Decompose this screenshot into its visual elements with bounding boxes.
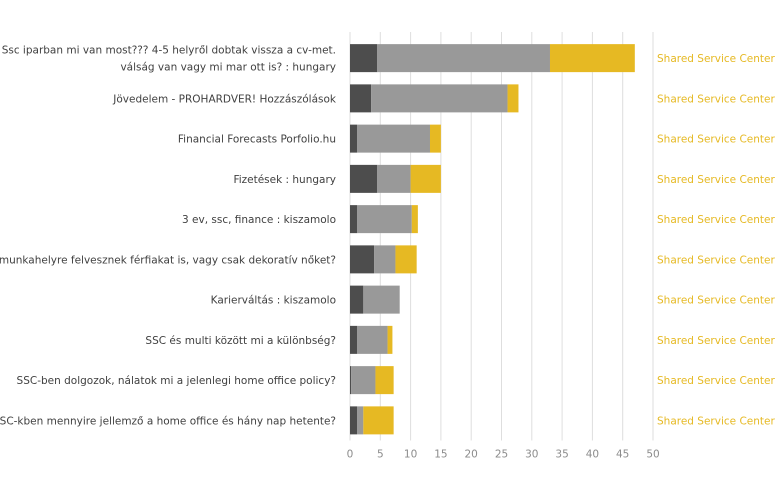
side-label: Shared Service Center (7) bbox=[657, 415, 775, 427]
bar-segment bbox=[350, 245, 375, 274]
bar-segment bbox=[363, 285, 400, 314]
bar-segment bbox=[350, 325, 358, 354]
bar-segment bbox=[429, 124, 441, 153]
category-label: SSC-ben dolgozok, nálatok mi a jelenlegi… bbox=[17, 375, 336, 387]
category-label: SSC-kben mennyire jellemző a home office… bbox=[0, 415, 336, 427]
bar-segment bbox=[363, 406, 394, 435]
bar-segment bbox=[357, 205, 412, 234]
bar-segment bbox=[357, 406, 364, 435]
x-tick-label: 20 bbox=[465, 449, 478, 461]
bar-segment bbox=[371, 84, 508, 113]
bar-segment bbox=[374, 245, 396, 274]
bar-segment bbox=[375, 366, 394, 395]
side-label: Shared Service Center (11) bbox=[657, 254, 775, 266]
bar-segment bbox=[357, 325, 388, 354]
side-label: Shared Service Center (8) bbox=[657, 295, 775, 307]
category-label: Financial Forecasts Porfolio.hu bbox=[178, 134, 336, 146]
bar-segment bbox=[357, 124, 430, 153]
x-tick-label: 25 bbox=[495, 449, 508, 461]
bar-segment bbox=[387, 325, 393, 354]
bar-segment bbox=[351, 366, 376, 395]
side-label: Shared Service Center (7) bbox=[657, 335, 775, 347]
category-label: Ssc iparban mi van most??? 4-5 helyről d… bbox=[2, 45, 336, 57]
x-tick-label: 0 bbox=[347, 449, 354, 461]
side-label: Shared Service Center (28) bbox=[657, 93, 775, 105]
bar-segment bbox=[377, 164, 411, 193]
bar-segment bbox=[350, 205, 358, 234]
side-label: Shared Service Center (15) bbox=[657, 134, 775, 146]
x-tick-label: 30 bbox=[525, 449, 538, 461]
category-label: SSC és multi között mi a különbség? bbox=[145, 335, 336, 347]
side-label: Shared Service Center (7) bbox=[657, 375, 775, 387]
x-tick-label: 50 bbox=[646, 449, 659, 461]
category-label: válság van vagy mi mar ott is? : hungary bbox=[120, 62, 336, 74]
bar-segment bbox=[507, 84, 519, 113]
x-tick-label: 10 bbox=[404, 449, 417, 461]
bar-segment bbox=[350, 44, 378, 73]
x-tick-label: 35 bbox=[555, 449, 568, 461]
bar-segment bbox=[350, 164, 378, 193]
bar-segment bbox=[377, 44, 550, 73]
bar-segment bbox=[549, 44, 635, 73]
bar-segment bbox=[350, 366, 352, 395]
bar-segment bbox=[410, 164, 441, 193]
side-label: Shared Service Center (11) bbox=[657, 214, 775, 226]
x-tick-label: 15 bbox=[434, 449, 447, 461]
category-label: 3 ev, ssc, finance : kiszamolo bbox=[182, 214, 336, 226]
side-label: Shared Service Center (15) bbox=[657, 174, 775, 186]
bar-segment bbox=[411, 205, 418, 234]
x-tick-label: 40 bbox=[586, 449, 599, 461]
bar-segment bbox=[350, 406, 358, 435]
category-label: Karierváltás : kiszamolo bbox=[211, 295, 336, 307]
bar-segment bbox=[350, 285, 364, 314]
bar-segment bbox=[395, 245, 417, 274]
bar-segment bbox=[350, 124, 358, 153]
x-tick-label: 45 bbox=[616, 449, 629, 461]
category-label: SSC jellegű munkahelyre felvesznek férfi… bbox=[0, 254, 336, 266]
side-label: Shared Service Center (47) bbox=[657, 53, 775, 65]
x-tick-label: 5 bbox=[377, 449, 384, 461]
category-label: Jövedelem - PROHARDVER! Hozzászólások bbox=[112, 93, 337, 105]
category-label: Fizetések : hungary bbox=[233, 174, 336, 186]
bar-segment bbox=[350, 84, 372, 113]
